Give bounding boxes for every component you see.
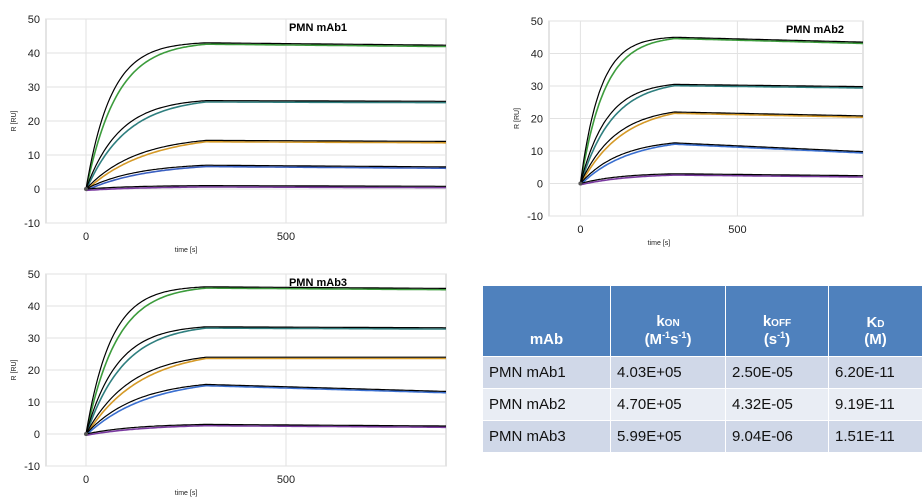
x-axis-label: time [s] xyxy=(175,490,198,497)
header-mab: mAb xyxy=(482,285,611,357)
y-tick-label: 30 xyxy=(531,81,543,93)
series-5-data-line xyxy=(85,424,446,437)
series-5-fit-line xyxy=(85,185,446,190)
cell-kd: 1.51E-11 xyxy=(828,420,922,453)
series-1-data-line xyxy=(579,37,863,185)
x-axis-label: time [s] xyxy=(175,247,198,254)
y-tick-label: 10 xyxy=(28,397,40,409)
y-axis-label: R [RU] xyxy=(514,108,521,129)
series-2-fit-line xyxy=(85,326,446,435)
y-tick-label: 50 xyxy=(28,14,40,26)
x-tick-label: 500 xyxy=(277,231,295,243)
chart-title: PMN mAb1 xyxy=(289,22,347,34)
series-2-fit-line xyxy=(85,100,446,190)
y-tick-label: -10 xyxy=(527,211,543,223)
cell-mab: PMN mAb3 xyxy=(482,420,611,453)
series-5-data-line xyxy=(85,186,446,192)
series-4-data-line xyxy=(85,384,446,436)
y-tick-label: 40 xyxy=(28,48,40,60)
series-3-fit-line xyxy=(85,139,446,190)
series-5-data-line xyxy=(580,174,863,186)
kinetics-table: mAb kON (M-1s-1) kOFF (s-1) KD (M) PMN m… xyxy=(482,285,922,453)
table-row: PMN mAb3 5.99E+05 9.04E-06 1.51E-11 xyxy=(482,420,922,453)
x-axis-label: time [s] xyxy=(648,240,671,247)
injection-start-marker xyxy=(84,187,88,191)
series-2-data-line xyxy=(85,327,446,436)
series-4-fit-line xyxy=(85,383,446,435)
cell-kd: 6.20E-11 xyxy=(828,356,922,389)
series-3-data-line xyxy=(579,112,863,186)
y-tick-label: 10 xyxy=(28,150,40,162)
series-2-data-line xyxy=(85,101,446,191)
y-axis-label: R [RU] xyxy=(11,359,18,380)
y-tick-label: 0 xyxy=(34,429,40,441)
y-tick-label: 30 xyxy=(28,333,40,345)
y-tick-label: -10 xyxy=(24,461,40,473)
y-tick-label: 20 xyxy=(28,116,40,128)
series-4-fit-line xyxy=(85,164,446,190)
cell-mab: PMN mAb2 xyxy=(482,388,611,421)
y-tick-label: 20 xyxy=(28,365,40,377)
y-tick-label: 40 xyxy=(28,301,40,313)
cell-kon: 4.03E+05 xyxy=(610,356,726,389)
y-tick-label: 40 xyxy=(531,49,543,61)
x-tick-label: 500 xyxy=(728,224,746,236)
y-tick-label: 20 xyxy=(531,114,543,126)
cell-kon: 5.99E+05 xyxy=(610,420,726,453)
chart-title: PMN mAb2 xyxy=(786,24,844,36)
x-tick-label: 500 xyxy=(277,474,295,486)
header-kon: kON (M-1s-1) xyxy=(610,285,726,357)
chart-title: PMN mAb3 xyxy=(289,277,347,289)
series-1-data-line xyxy=(85,43,446,191)
cell-koff: 4.32E-05 xyxy=(725,388,829,421)
series-5-fit-line xyxy=(85,423,446,435)
series-4-fit-line xyxy=(579,142,863,184)
cell-koff: 9.04E-06 xyxy=(725,420,829,453)
injection-start-marker xyxy=(84,432,88,436)
header-kd: KD (M) xyxy=(828,285,922,357)
x-tick-label: 0 xyxy=(83,231,89,243)
cell-kd: 9.19E-11 xyxy=(828,388,922,421)
series-2-data-line xyxy=(579,84,863,186)
y-tick-label: 50 xyxy=(531,16,543,28)
series-2-fit-line xyxy=(579,83,864,184)
table-row: PMN mAb1 4.03E+05 2.50E-05 6.20E-11 xyxy=(482,356,922,389)
y-tick-label: 0 xyxy=(34,184,40,196)
y-axis-label: R [RU] xyxy=(11,110,18,131)
table-row: PMN mAb2 4.70E+05 4.32E-05 9.19E-11 xyxy=(482,388,922,421)
series-4-data-line xyxy=(579,143,863,186)
series-1-fit-line xyxy=(85,286,446,435)
y-tick-label: 0 xyxy=(537,179,543,191)
y-tick-label: 10 xyxy=(531,146,543,158)
y-tick-label: -10 xyxy=(24,218,40,230)
series-1-fit-line xyxy=(85,42,446,190)
x-tick-label: 0 xyxy=(577,224,583,236)
cell-mab: PMN mAb1 xyxy=(482,356,611,389)
cell-kon: 4.70E+05 xyxy=(610,388,726,421)
series-3-data-line xyxy=(85,357,446,436)
series-1-data-line xyxy=(85,287,446,436)
kinetics-table-header: mAb kON (M-1s-1) kOFF (s-1) KD (M) xyxy=(482,285,922,357)
series-5-fit-line xyxy=(580,173,863,185)
series-4-data-line xyxy=(85,165,447,192)
chart-pmn-mab2: -10 0 10 20 30 40 50 0 500 time [s] R [RU] PMN mAb2 xyxy=(514,10,915,250)
header-koff: kOFF (s-1) xyxy=(725,285,829,357)
cell-koff: 2.50E-05 xyxy=(725,356,829,389)
series-3-fit-line xyxy=(85,356,446,435)
chart-pmn-mab3: -10 0 10 20 30 40 50 0 500 time [s] R [RU] PMN mAb3 xyxy=(0,262,450,497)
series-3-data-line xyxy=(85,140,446,191)
series-1-fit-line xyxy=(579,36,863,184)
y-tick-label: 50 xyxy=(28,269,40,281)
series-3-fit-line xyxy=(579,111,863,184)
chart-pmn-mab1: -10 0 10 20 30 40 50 0 500 time [s] R [RU] PMN mAb1 xyxy=(0,10,450,254)
injection-start-marker xyxy=(578,181,583,186)
y-tick-label: 30 xyxy=(28,82,40,94)
x-tick-label: 0 xyxy=(83,474,89,486)
